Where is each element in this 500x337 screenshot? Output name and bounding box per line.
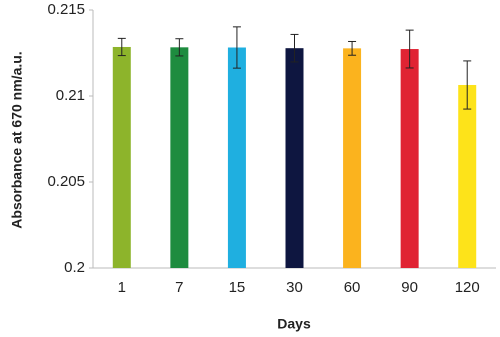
- error-bar: [463, 60, 472, 110]
- x-tick-label: 90: [401, 279, 418, 296]
- error-bar: [405, 29, 414, 69]
- y-tick-label: 0.205: [47, 173, 85, 190]
- x-tick-label: 15: [229, 279, 246, 296]
- x-tick-label: 1: [118, 279, 126, 296]
- error-bar: [175, 38, 184, 57]
- bar: [112, 46, 131, 269]
- y-axis-title: Absorbance at 670 nm/a.u.: [9, 51, 25, 228]
- x-tick-label: 120: [455, 279, 480, 296]
- bar: [285, 48, 304, 269]
- x-tick-label: 60: [344, 279, 361, 296]
- x-tick-label: 30: [286, 279, 303, 296]
- error-bar: [290, 33, 299, 63]
- error-bar: [232, 26, 241, 69]
- bar: [400, 49, 419, 268]
- x-tick-label: 7: [175, 279, 183, 296]
- bar: [458, 84, 477, 268]
- bar: [343, 48, 362, 268]
- error-bar: [348, 40, 357, 56]
- y-tick-label: 0.21: [56, 87, 85, 104]
- error-bar: [117, 37, 126, 57]
- bar: [227, 47, 246, 268]
- x-axis-title: Days: [277, 316, 311, 332]
- y-tick-label: 0.215: [47, 1, 85, 18]
- bar: [170, 47, 189, 268]
- y-tick-label: 0.2: [64, 259, 85, 276]
